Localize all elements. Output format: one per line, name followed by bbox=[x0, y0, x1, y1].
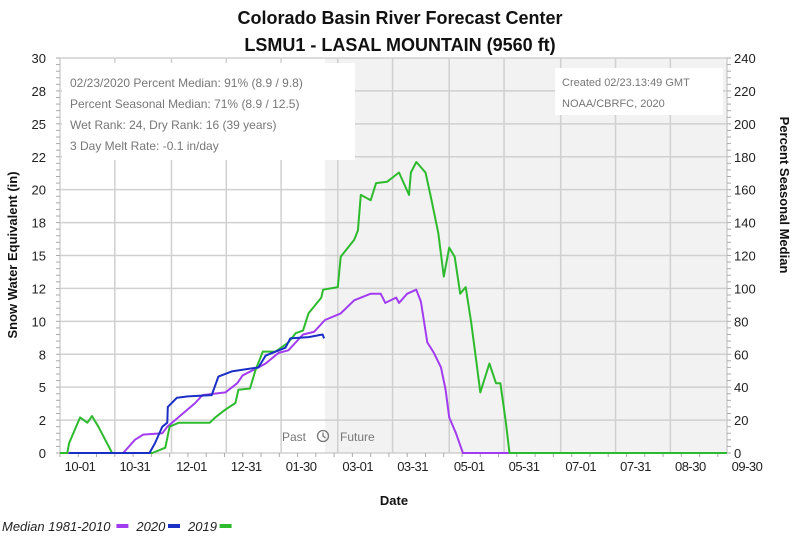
x-tick-label: 10-31 bbox=[119, 459, 150, 474]
y2-tick-label: 220 bbox=[734, 84, 756, 99]
y-tick-label: 30 bbox=[32, 51, 46, 66]
y2-tick-label: 40 bbox=[734, 380, 748, 395]
y2-tick-label: 140 bbox=[734, 216, 756, 231]
legend-swatch bbox=[168, 524, 180, 528]
y2-tick-label: 80 bbox=[734, 314, 748, 329]
credit-line-1: Created 02/23.13:49 GMT bbox=[562, 77, 690, 89]
y2-tick-label: 0 bbox=[734, 446, 741, 461]
legend-swatch bbox=[219, 524, 232, 528]
info-line-3: Wet Rank: 24, Dry Rank: 16 (39 years) bbox=[70, 118, 277, 132]
y-tick-label: 5 bbox=[39, 380, 46, 395]
info-line-2: Percent Seasonal Median: 71% (8.9 / 12.5… bbox=[70, 97, 299, 111]
y-tick-label: 0 bbox=[39, 446, 46, 461]
x-tick-label: 12-01 bbox=[176, 459, 207, 474]
y2-tick-label: 240 bbox=[734, 51, 756, 66]
clock-icon bbox=[316, 429, 330, 443]
legend-label: 2019 bbox=[187, 519, 217, 534]
chart-subtitle: LSMU1 - LASAL MOUNTAIN (9560 ft) bbox=[244, 35, 555, 55]
credit-box bbox=[555, 68, 723, 115]
x-tick-label: 07-01 bbox=[565, 459, 596, 474]
y-axis-label: Snow Water Equivalent (in) bbox=[5, 171, 20, 338]
y-tick-label: 2 bbox=[39, 413, 46, 428]
y2-axis-label: Percent Seasonal Median bbox=[777, 117, 792, 274]
x-tick-label: 08-30 bbox=[675, 459, 706, 474]
legend-swatch bbox=[116, 524, 129, 528]
y-tick-label: 8 bbox=[39, 347, 46, 362]
x-tick-label: 10-01 bbox=[65, 459, 96, 474]
credit-line-2: NOAA/CBRFC, 2020 bbox=[562, 98, 665, 110]
y-tick-label: 10 bbox=[32, 314, 46, 329]
info-line-1: 02/23/2020 Percent Median: 91% (8.9 / 9.… bbox=[70, 76, 303, 90]
legend-label: Median 1981-2010 bbox=[2, 519, 111, 534]
past-label: Past bbox=[282, 430, 307, 444]
y2-tick-label: 120 bbox=[734, 249, 756, 264]
series-line-median-1981-2010 bbox=[60, 288, 727, 454]
series-lines bbox=[60, 161, 727, 454]
y-tick-label: 20 bbox=[32, 183, 46, 198]
x-axis-label: Date bbox=[380, 493, 408, 508]
legend: Median 1981-2010 2020 2019 bbox=[2, 519, 232, 534]
grid bbox=[59, 57, 728, 454]
info-box bbox=[62, 63, 355, 160]
y2-tick-label: 20 bbox=[734, 413, 748, 428]
x-tick-label: 07-31 bbox=[620, 459, 651, 474]
y-tick-label: 12 bbox=[32, 281, 46, 296]
y2-tick-label: 180 bbox=[734, 150, 756, 165]
x-tick-label: 03-31 bbox=[397, 459, 428, 474]
series-line-2019 bbox=[60, 161, 727, 454]
y2-tick-label: 100 bbox=[734, 281, 756, 296]
legend-label: 2020 bbox=[135, 519, 166, 534]
y-tick-label: 18 bbox=[32, 216, 46, 231]
x-tick-label: 03-01 bbox=[342, 459, 373, 474]
y-tick-label: 28 bbox=[32, 84, 46, 99]
y-tick-label: 25 bbox=[32, 117, 46, 132]
chart-title: Colorado Basin River Forecast Center bbox=[237, 8, 562, 28]
x-tick-label: 12-31 bbox=[231, 459, 262, 474]
future-label: Future bbox=[340, 430, 375, 444]
x-tick-label: 01-30 bbox=[286, 459, 317, 474]
y2-tick-label: 200 bbox=[734, 117, 756, 132]
x-tick-label: 05-31 bbox=[509, 459, 540, 474]
y2-tick-label: 60 bbox=[734, 347, 748, 362]
series-line-2020 bbox=[69, 333, 326, 454]
y-tick-label: 22 bbox=[32, 150, 46, 165]
info-line-4: 3 Day Melt Rate: -0.1 in/day bbox=[70, 139, 219, 153]
y2-tick-label: 160 bbox=[734, 183, 756, 198]
x-tick-label: 09-30 bbox=[732, 459, 763, 474]
x-tick-label: 05-01 bbox=[454, 459, 485, 474]
y-tick-label: 15 bbox=[32, 249, 46, 264]
